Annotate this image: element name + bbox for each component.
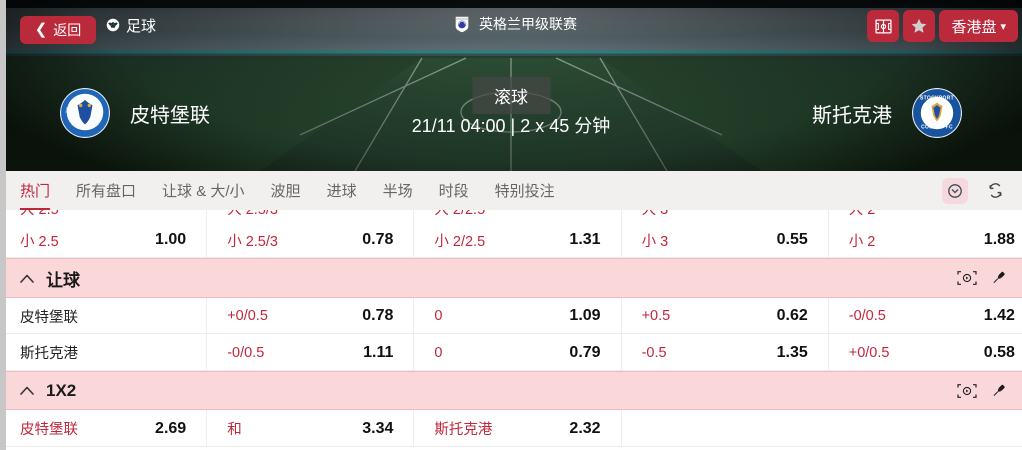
svg-text:COUNTY FC: COUNTY FC (921, 125, 953, 131)
svg-text:STOCKPORT: STOCKPORT (920, 96, 954, 102)
